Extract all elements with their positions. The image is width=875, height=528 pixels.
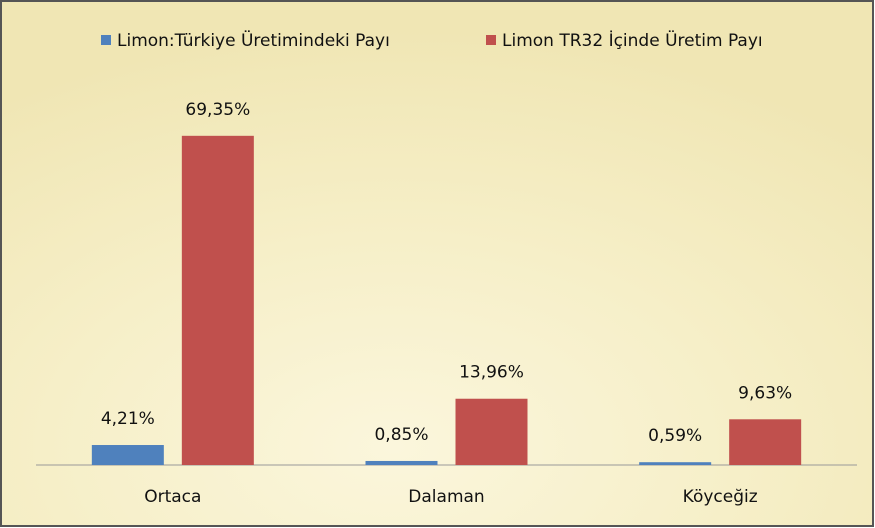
legend-swatch (101, 35, 111, 45)
x-tick-label: Ortaca (144, 487, 201, 507)
x-tick-label: Dalaman (408, 487, 484, 507)
legend-label: Limon TR32 İçinde Üretim Payı (502, 29, 763, 51)
legend-swatch (486, 35, 496, 45)
data-label: 0,59% (648, 426, 702, 446)
chart: Limon:Türkiye Üretimindeki Payı Limon TR3… (0, 0, 875, 528)
bar (639, 462, 711, 465)
legend-label: Limon:Türkiye Üretimindeki Payı (117, 29, 390, 51)
bar (92, 445, 164, 465)
data-label: 4,21% (101, 409, 155, 429)
bar (182, 136, 254, 465)
data-label: 9,63% (738, 383, 792, 403)
x-tick-label: Köyceğiz (683, 487, 758, 507)
data-label: 13,96% (459, 363, 524, 383)
bar (366, 461, 438, 465)
data-label: 0,85% (374, 425, 428, 445)
bar (456, 399, 528, 465)
data-label: 69,35% (185, 100, 250, 120)
bar (729, 419, 801, 465)
